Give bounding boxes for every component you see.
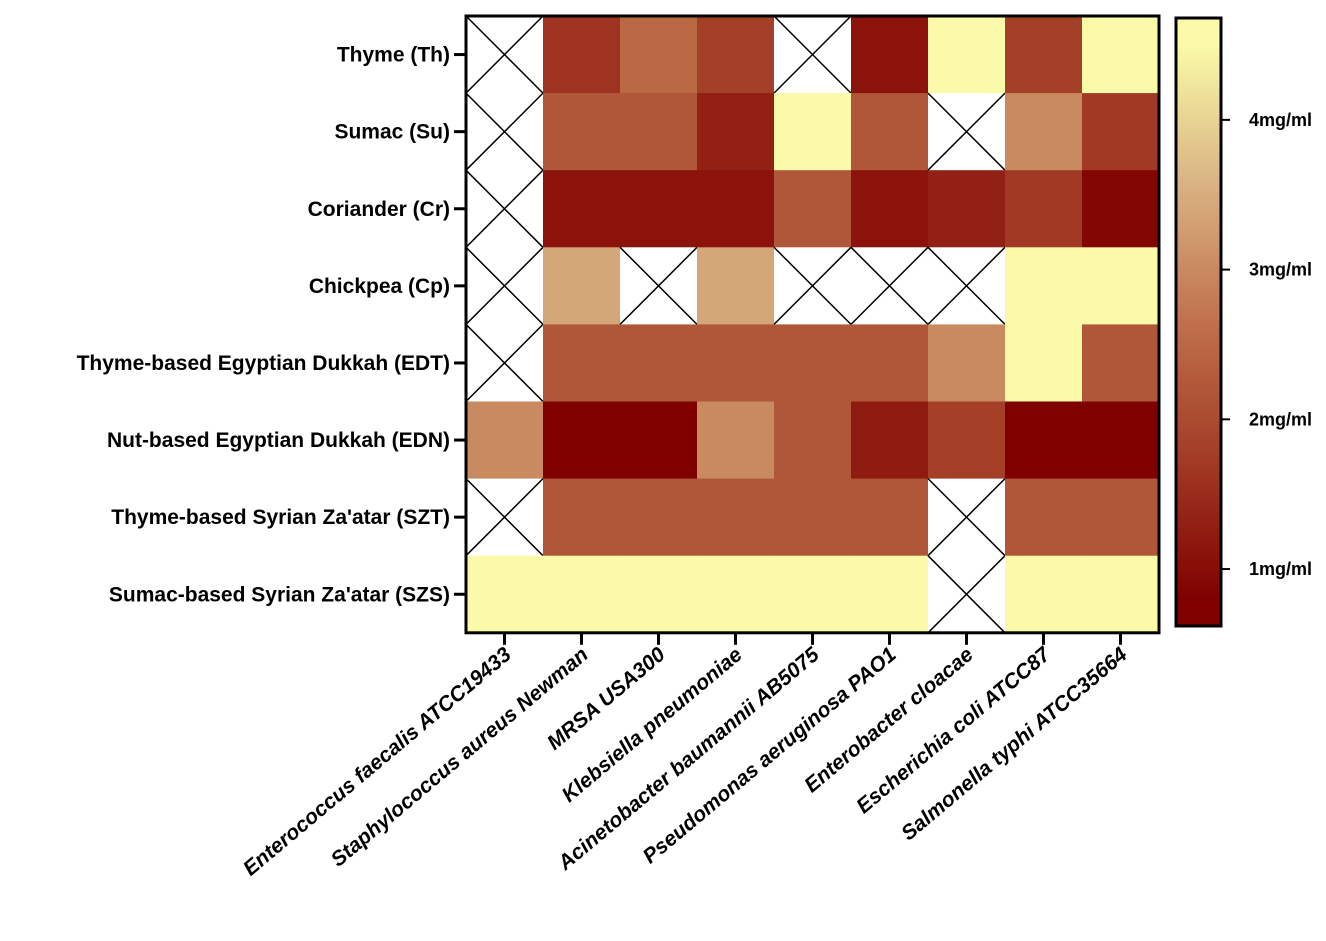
heatmap-cell — [697, 16, 775, 94]
heatmap-cell — [774, 324, 852, 402]
row-label: Sumac (Su) — [334, 121, 450, 144]
heatmap-cell — [774, 170, 852, 248]
heatmap-cells — [465, 15, 1160, 634]
heatmap-cell — [928, 324, 1006, 402]
heatmap-cell — [697, 93, 775, 171]
heatmap-cell — [851, 16, 929, 94]
row-label: Thyme-based Syrian Za'atar (SZT) — [111, 506, 450, 529]
column-axis: Enterococcus faecalis ATCC19433Staphyloc… — [239, 632, 1132, 881]
heatmap-cell — [543, 401, 621, 480]
heatmap-cell — [697, 324, 775, 402]
row-label: Coriander (Cr) — [308, 198, 450, 221]
heatmap-cell — [697, 478, 775, 557]
heatmap-cell — [620, 93, 698, 171]
heatmap-cell — [466, 401, 544, 480]
cross-mark — [465, 246, 544, 325]
heatmap-cell — [851, 324, 929, 402]
row-label: Chickpea (Cp) — [309, 275, 450, 298]
colorbar-cap-bottom — [1176, 598, 1221, 626]
heatmap-cell — [1082, 555, 1160, 634]
cross-mark — [927, 478, 1006, 557]
heatmap-cell — [466, 555, 544, 634]
heatmap-cell — [1082, 324, 1160, 402]
colorbar-tick-label: 4mg/ml — [1249, 110, 1312, 130]
row-label: Sumac-based Syrian Za'atar (SZS) — [109, 583, 450, 606]
row-axis: Thyme (Th) Sumac (Su) Coriander (Cr) Chickp… — [77, 44, 466, 606]
heatmap-cell — [620, 170, 698, 248]
cross-mark — [773, 246, 852, 325]
cross-mark — [465, 323, 544, 403]
heatmap-cell — [928, 16, 1006, 94]
row-label: Thyme-based Egyptian Dukkah (EDT) — [77, 352, 450, 375]
colorbar-border — [1174, 16, 1223, 628]
heatmap-cell — [620, 478, 698, 557]
heatmap-cell — [1082, 16, 1160, 94]
heatmap-cell — [620, 555, 698, 634]
cross-mark — [850, 246, 929, 325]
heatmap-cell — [697, 555, 775, 634]
heatmap-cell — [1005, 16, 1083, 94]
heatmap-cell — [851, 93, 929, 171]
heatmap-cell — [1005, 401, 1083, 480]
heatmap-cell — [697, 247, 775, 325]
cross-mark — [927, 555, 1006, 634]
colorbar-tick-label: 1mg/ml — [1249, 559, 1312, 579]
heatmap-cell — [774, 478, 852, 557]
cross-mark — [619, 246, 698, 325]
colorbar-tick-label: 2mg/ml — [1249, 409, 1312, 429]
heatmap-cell — [774, 93, 852, 171]
heatmap-cell — [1005, 247, 1083, 325]
row-label: Nut-based Egyptian Dukkah (EDN) — [107, 429, 450, 452]
heatmap-cell — [543, 16, 621, 94]
heatmap-cell — [774, 401, 852, 480]
column-label: Enterococcus faecalis ATCC19433 — [239, 643, 516, 881]
heatmap-cell — [543, 93, 621, 171]
heatmap-cell — [1082, 401, 1160, 480]
heatmap-cell — [697, 401, 775, 480]
heatmap-cell — [543, 324, 621, 402]
heatmap-cell — [620, 401, 698, 480]
heatmap-cell — [1082, 93, 1160, 171]
colorbar-tick-label: 3mg/ml — [1249, 260, 1312, 280]
heatmap-cell — [1005, 93, 1083, 171]
heatmap-cell — [851, 401, 929, 480]
heatmap-cell — [928, 170, 1006, 248]
heatmap-cell — [697, 170, 775, 248]
heatmap-cell — [543, 555, 621, 634]
heatmap-cell — [1005, 478, 1083, 557]
colorbar: 1mg/ml 2mg/ml 3mg/ml 4mg/ml — [1174, 16, 1312, 628]
heatmap-cell — [1005, 170, 1083, 248]
colorbar-gradient — [1176, 45, 1221, 599]
heatmap-cell — [1005, 555, 1083, 634]
cross-mark — [927, 92, 1006, 171]
cross-mark — [927, 246, 1006, 325]
heatmap-cell — [620, 16, 698, 94]
cross-mark — [465, 15, 544, 94]
row-label: Thyme (Th) — [337, 44, 450, 67]
cross-mark — [465, 92, 544, 171]
heatmap-cell — [543, 247, 621, 325]
heatmap-cell — [1005, 324, 1083, 402]
colorbar-cap-top — [1176, 18, 1221, 46]
heatmap-cell — [1082, 170, 1160, 248]
heatmap-cell — [1082, 478, 1160, 557]
heatmap-cell — [774, 555, 852, 634]
cross-mark — [773, 15, 852, 94]
cross-mark — [465, 478, 544, 557]
heatmap-cell — [543, 478, 621, 557]
heatmap-cell — [928, 401, 1006, 480]
heatmap-cell — [543, 170, 621, 248]
cross-mark — [465, 169, 544, 248]
heatmap-cell — [851, 555, 929, 634]
heatmap-cell — [851, 170, 929, 248]
heatmap-cell — [851, 478, 929, 557]
heatmap-cell — [620, 324, 698, 402]
heatmap-cell — [1082, 247, 1160, 325]
